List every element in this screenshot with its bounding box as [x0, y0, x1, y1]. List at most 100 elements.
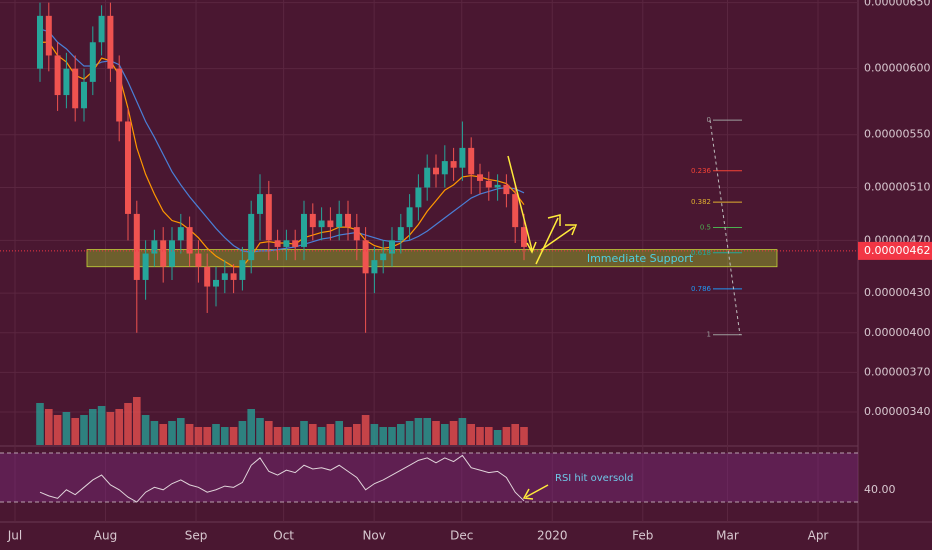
candle-body [63, 68, 70, 96]
y-tick-label: 0.00000340 [864, 405, 930, 418]
volume-bar [36, 403, 44, 445]
candle-body [213, 279, 219, 287]
volume-bar [335, 421, 343, 445]
candle-body [151, 240, 158, 254]
arrowhead [547, 214, 561, 226]
candle-body [477, 174, 483, 181]
volume-bar [124, 403, 132, 445]
volume-bar [168, 421, 176, 445]
candle-body [433, 167, 439, 175]
x-tick-label: Mar [716, 529, 739, 543]
volume-bar [221, 427, 229, 445]
y-tick-label: 0.00000510 [864, 181, 930, 194]
candle-body [494, 184, 501, 188]
volume-bar [388, 427, 396, 445]
volume-bar [229, 427, 238, 445]
candle-body [406, 207, 413, 228]
y-tick-label: 0.00000650 [864, 0, 930, 9]
y-tick-label: 0.00000430 [864, 286, 930, 299]
fib-trend [709, 119, 741, 336]
volume-bar [133, 397, 141, 445]
candle-body [125, 121, 131, 214]
candle-body [133, 213, 140, 280]
arrow [507, 155, 533, 251]
fib-label: 0.236 [691, 167, 712, 175]
candle-body [485, 180, 492, 188]
volume-bar [502, 427, 511, 445]
volume-bar [282, 427, 291, 445]
plot: Immediate Support 0 0.236 0.382 0.5 0.618 0.78… [0, 2, 858, 503]
arrowhead [565, 224, 578, 236]
candle-body [81, 81, 87, 109]
candle-body [353, 227, 360, 241]
rsi-annotation: RSI hit oversold [555, 473, 633, 484]
drawings [507, 119, 741, 500]
candle-body [45, 15, 52, 56]
candle-body [142, 253, 149, 280]
x-tick-label: Aug [94, 529, 117, 543]
volume-bar [265, 421, 273, 445]
volume-bar [71, 418, 79, 445]
last-price-box [858, 241, 932, 260]
arrow [535, 217, 559, 265]
volume-bar [370, 424, 379, 445]
x-tick-label: Feb [632, 529, 653, 543]
volume-bar [300, 421, 308, 445]
candle-body [318, 220, 325, 228]
volume-bar [238, 421, 247, 445]
volume-bar [80, 415, 88, 445]
volume-bar [62, 412, 71, 445]
volume-bar [150, 421, 159, 445]
volume-bar [256, 418, 264, 445]
labels: 0.00000650 0.00000600 0.00000550 0.00000510… [7, 0, 932, 543]
candle-body [283, 240, 290, 247]
candle-body [89, 42, 96, 82]
volume-bar [115, 409, 123, 445]
y-tick-label: 0.00000600 [864, 62, 930, 75]
x-tick-label: Apr [808, 529, 829, 543]
moving-average [39, 28, 525, 253]
rsi-band [0, 453, 858, 503]
candle-body [116, 68, 123, 122]
candle-body [72, 68, 79, 109]
support-label: Immediate Support [587, 252, 694, 265]
volume-bar [212, 424, 220, 445]
candle-body [503, 184, 510, 195]
candle-body [248, 213, 255, 261]
candle-body [107, 15, 114, 69]
volume-bar [106, 412, 115, 445]
candle-body [327, 220, 334, 228]
volume-bar [177, 418, 185, 445]
candle-body [441, 161, 448, 175]
x-tick-label: Jul [7, 529, 22, 543]
candle-body [230, 273, 237, 280]
y-tick-label: 0.00000370 [864, 365, 930, 378]
candle-body [37, 15, 43, 69]
candle-body [169, 240, 175, 267]
volume-bar [344, 427, 352, 445]
volume-bar [309, 424, 317, 445]
volume-bar [423, 418, 431, 445]
candle-body [195, 253, 202, 267]
support-zone [86, 249, 778, 268]
fib-label: 0.786 [691, 285, 712, 293]
volume-bar [458, 418, 467, 445]
fib-label: 1 [707, 331, 711, 339]
candle-body [424, 167, 431, 188]
volume-bar [441, 424, 449, 445]
last-price-label: 0.00000462 [864, 244, 930, 257]
arrowhead [522, 488, 534, 500]
x-tick-label: Dec [450, 529, 473, 543]
volume-bar [414, 418, 423, 445]
candle-body [54, 55, 61, 96]
candle-body [459, 147, 466, 168]
candle-body [98, 15, 105, 43]
candle-body [265, 194, 272, 241]
volume-bar [467, 424, 475, 445]
volume-bar [361, 415, 370, 445]
volume-bar [379, 427, 387, 445]
candle-body [380, 253, 387, 261]
candle-body [257, 194, 263, 214]
